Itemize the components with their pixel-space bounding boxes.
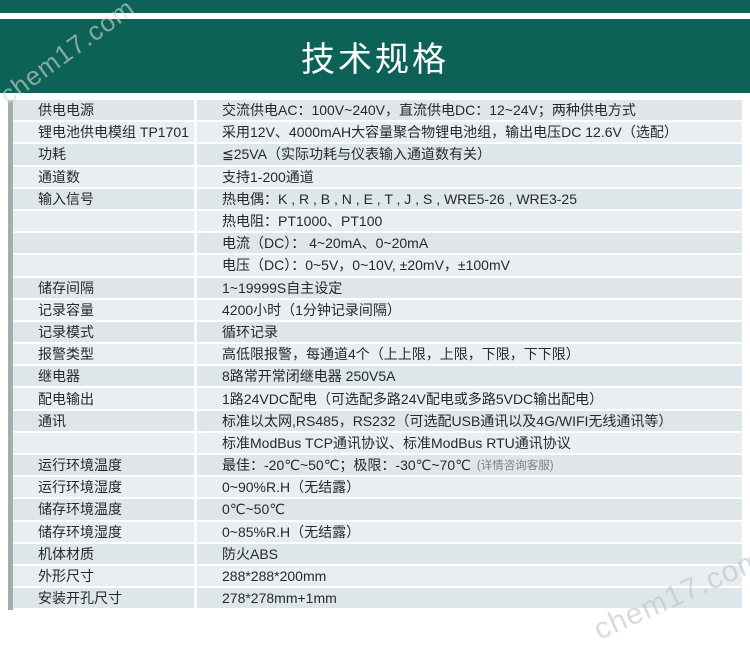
spec-label (13, 210, 197, 232)
spec-label (13, 432, 197, 453)
spec-value: 288*288*200mm (222, 568, 327, 585)
spec-label (13, 233, 197, 254)
spec-row: 外形尺寸 288*288*200mm (13, 565, 742, 589)
spec-row: 记录容量 4200小时（1分钟记录间隔） (13, 299, 742, 322)
spec-row: 安装开孔尺寸 278*278mm+1mm (13, 588, 742, 611)
spec-row: 标准ModBus TCP通讯协议、标准ModBus RTU通讯协议 (13, 432, 742, 455)
spec-value: 电压（DC）：0~5V，0~10V, ±20mV，±100mV (222, 257, 510, 274)
spec-value: 循环记录 (222, 323, 278, 340)
value-note: (详情咨询客服) (476, 460, 554, 473)
spec-value: 防火ABS (222, 545, 279, 562)
spec-value: 0~85%R.H（无结露） (222, 523, 361, 540)
spec-label: 机体材质 (13, 543, 197, 564)
section-header-banner: 技术规格 (0, 19, 750, 93)
spec-row: 运行环境湿度 0~90%R.H（无结露） (13, 477, 742, 500)
spec-value: 最佳：-20℃~50℃；极限：-30℃~70℃ (详情咨询客服) (222, 457, 554, 474)
spec-label (13, 255, 197, 276)
spec-value: 278*278mm+1mm (222, 590, 337, 607)
spec-label: 记录容量 (13, 299, 197, 320)
spec-row: 功耗 ≦25VA（实际功耗与仪表输入通道数有关） (13, 144, 742, 167)
spec-row: 热电阻：PT1000、PT100 (13, 210, 742, 234)
spec-row: 储存环境温度 0℃~50℃ (13, 499, 742, 522)
spec-row: 机体材质 防火ABS (13, 543, 742, 566)
spec-label: 外形尺寸 (13, 565, 197, 587)
spec-row: 通讯 标准以太网,RS485，RS232（可选配USB通讯以及4G/WIFI无线… (13, 410, 742, 433)
spec-value: 支持1-200通道 (222, 168, 314, 185)
spec-value: 标准以太网,RS485，RS232（可选配USB通讯以及4G/WIFI无线通讯等… (222, 412, 673, 429)
spec-row: 配电输出 1路24VDC配电（可选配多路24V配电或多路5VDC输出配电） (13, 388, 742, 411)
spec-value: 1~19999S自主设定 (222, 279, 343, 296)
spec-row: 储存环境湿度 0~85%R.H（无结露） (13, 521, 742, 544)
spec-row: 供电电源 交流供电AC：100V~240V，直流供电DC：12~24V；两种供电… (13, 100, 742, 123)
spec-label: 功耗 (13, 144, 197, 165)
spec-row: 储存间隔 1~19999S自主设定 (13, 277, 742, 300)
spec-value: 交流供电AC：100V~240V，直流供电DC：12~24V；两种供电方式 (222, 102, 636, 119)
spec-label: 储存间隔 (13, 277, 197, 298)
spec-label: 储存环境湿度 (13, 521, 197, 542)
spec-label: 安装开孔尺寸 (13, 588, 197, 609)
spec-row: 输入信号 热电偶：K , R , B , N , E , T , J , S ,… (13, 188, 742, 211)
spec-value: 标准ModBus TCP通讯协议、标准ModBus RTU通讯协议 (222, 434, 571, 451)
spec-row: 电流（DC）： 4~20mA、0~20mA (13, 233, 742, 256)
spec-label: 运行环境湿度 (13, 477, 197, 498)
spec-row: 记录模式 循环记录 (13, 321, 742, 345)
spec-row: 电压（DC）：0~5V，0~10V, ±20mV，±100mV (13, 255, 742, 278)
spec-value: 1路24VDC配电（可选配多路24V配电或多路5VDC输出配电） (222, 390, 604, 407)
spec-label: 配电输出 (13, 388, 197, 409)
spec-row: 锂电池供电模组 TP1701 采用12V、4000mAH大容量聚合物锂电池组，输… (13, 122, 742, 145)
spec-value: 采用12V、4000mAH大容量聚合物锂电池组，输出电压DC 12.6V（选配） (222, 124, 678, 141)
spec-value: 8路常开常闭继电器 250V5A (222, 368, 396, 385)
spec-label: 储存环境温度 (13, 499, 197, 520)
spec-value: 热电偶：K , R , B , N , E , T , J , S , WRE5… (222, 190, 578, 207)
top-accent-bar (0, 0, 750, 13)
spec-value: 电流（DC）： 4~20mA、0~20mA (222, 235, 429, 252)
spec-label: 输入信号 (13, 188, 197, 209)
spec-row: 继电器 8路常开常闭继电器 250V5A (13, 366, 742, 389)
page-title: 技术规格 (301, 40, 449, 79)
spec-row: 运行环境温度 最佳：-20℃~50℃；极限：-30℃~70℃ (详情咨询客服) (13, 455, 742, 478)
spec-label: 报警类型 (13, 344, 197, 365)
spec-value: 0℃~50℃ (222, 500, 285, 517)
spec-row: 报警类型 高低限报警，每通道4个（上上限，上限，下限，下下限） (13, 344, 742, 367)
spec-value: 0~90%R.H（无结露） (222, 479, 361, 496)
top-gap (0, 13, 750, 19)
spec-row: 通道数 支持1-200通道 (13, 166, 742, 189)
spec-label: 运行环境温度 (13, 455, 197, 476)
spec-value: ≦25VA（实际功耗与仪表输入通道数有关） (222, 146, 491, 163)
spec-label: 记录模式 (13, 321, 197, 343)
spec-label: 供电电源 (13, 100, 197, 121)
spec-label: 通讯 (13, 410, 197, 431)
spec-table: 供电电源 交流供电AC：100V~240V，直流供电DC：12~24V；两种供电… (8, 100, 742, 611)
spec-value: 高低限报警，每通道4个（上上限，上限，下限，下下限） (222, 346, 580, 363)
spec-value: 热电阻：PT1000、PT100 (222, 213, 383, 230)
spec-label: 继电器 (13, 366, 197, 387)
spec-value: 4200小时（1分钟记录间隔） (222, 301, 401, 318)
spec-label: 锂电池供电模组 TP1701 (13, 122, 197, 143)
spec-label: 通道数 (13, 166, 197, 187)
